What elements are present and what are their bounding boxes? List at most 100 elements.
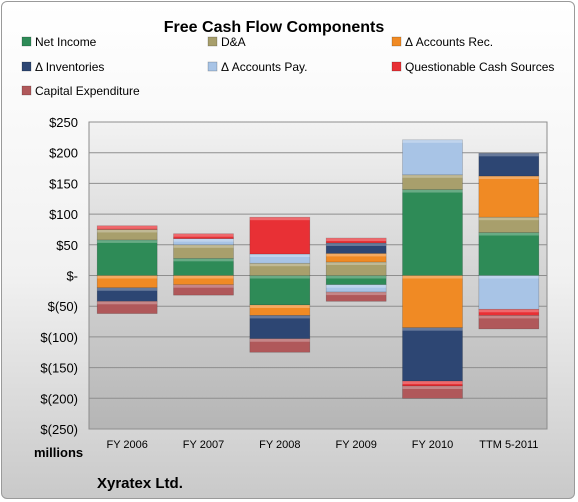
x-tick-label: FY 2006 — [106, 439, 147, 451]
bar-segment-highlight — [402, 275, 463, 279]
bar-segment-highlight — [249, 304, 310, 308]
bar-segment — [478, 232, 540, 276]
bar-segment-highlight — [478, 275, 539, 279]
legend-label: Net Income — [35, 35, 97, 49]
bar-segment — [173, 233, 234, 239]
bar-segment — [402, 327, 463, 382]
bar-segment — [249, 216, 311, 255]
legend-swatch — [21, 85, 32, 96]
unit-label: millions — [34, 445, 83, 460]
chart-title: Free Cash Flow Components — [164, 19, 385, 36]
bar-segment-highlight — [478, 309, 539, 313]
y-tick-label: $- — [66, 269, 78, 284]
bar-segment-highlight — [402, 327, 463, 331]
bar-segment-highlight — [173, 258, 234, 262]
y-tick-label: $(200) — [40, 391, 78, 406]
company-name: Xyratex Ltd. — [97, 475, 183, 492]
x-tick-label: FY 2008 — [259, 439, 300, 451]
bar-segment-highlight — [402, 381, 463, 385]
bar-segment-highlight — [173, 275, 234, 279]
bar-segment-highlight — [402, 174, 463, 178]
y-tick-label: $50 — [56, 238, 78, 253]
legend-swatch — [21, 61, 32, 72]
y-tick-label: $150 — [49, 176, 78, 191]
bar-segment-highlight — [97, 225, 158, 229]
bar-segment-highlight — [478, 315, 539, 319]
bar-segment-highlight — [402, 386, 463, 390]
bar-segment-highlight — [249, 275, 310, 279]
y-tick-label: $(250) — [40, 422, 78, 437]
bar-segment — [478, 275, 540, 310]
bar-segment — [173, 284, 234, 296]
legend-swatch — [21, 36, 32, 47]
bar-segment — [249, 338, 311, 353]
bars — [96, 139, 540, 399]
bar-segment-highlight — [402, 189, 463, 193]
y-tick-label: $250 — [49, 115, 78, 130]
y-tick-label: $200 — [49, 146, 78, 161]
bar-segment-highlight — [249, 338, 310, 342]
bar-segment-highlight — [326, 284, 387, 288]
y-axis: $250 $200 $150 $100 $50 $- $(50) $(100) $(150) $(… — [40, 115, 78, 437]
bar-segment-highlight — [97, 287, 158, 291]
legend: Net Income D&A Δ Accounts Rec. Δ Inventorie… — [21, 35, 554, 98]
bar-segment-highlight — [97, 301, 158, 305]
x-tick-label: FY 2007 — [183, 439, 224, 451]
bar-segment — [402, 189, 463, 276]
bar-segment-highlight — [249, 315, 310, 319]
bar-segment-highlight — [173, 284, 234, 288]
bar-segment — [96, 300, 158, 314]
y-tick-label: $(50) — [48, 299, 78, 314]
bar-segment-highlight — [478, 232, 539, 236]
y-tick-label: $(150) — [40, 361, 78, 376]
legend-label: Capital Expenditure — [35, 84, 140, 98]
bar-segment-highlight — [97, 229, 158, 233]
y-tick-label: $100 — [49, 207, 78, 222]
bar-segment — [402, 275, 463, 328]
gridlines — [89, 121, 547, 430]
bar-segment-highlight — [97, 239, 158, 243]
bar-segment — [249, 315, 311, 340]
bar-segment — [96, 225, 158, 230]
legend-label: Questionable Cash Sources — [405, 60, 554, 74]
legend-swatch — [207, 61, 218, 72]
bar-segment — [402, 385, 463, 399]
bar-segment — [478, 175, 540, 218]
bar-segment-highlight — [326, 292, 387, 296]
legend-label: Δ Accounts Rec. — [405, 35, 493, 49]
bar-segment — [402, 139, 463, 176]
legend-swatch — [391, 36, 402, 47]
legend-swatch — [391, 61, 402, 72]
bar-segment — [96, 239, 158, 276]
bar-segment-highlight — [249, 217, 310, 221]
bar-segment-highlight — [249, 254, 310, 258]
bar-segment-highlight — [173, 238, 234, 242]
bar-segment-highlight — [478, 153, 539, 157]
bar-segment-highlight — [97, 275, 158, 279]
bar-segment-highlight — [173, 244, 234, 248]
y-tick-label: $(100) — [40, 330, 78, 345]
legend-label: Δ Inventories — [35, 60, 104, 74]
x-tick-label: TTM 5-2011 — [479, 439, 538, 451]
bar-segment-highlight — [326, 261, 387, 265]
bar-segment-highlight — [326, 253, 387, 257]
bar-segment — [249, 275, 311, 306]
bar-segment-highlight — [478, 217, 539, 221]
bar-segment-highlight — [249, 263, 310, 267]
bar-segment — [325, 237, 387, 244]
legend-label: Δ Accounts Pay. — [221, 60, 308, 74]
bar-segment — [249, 304, 311, 316]
bar-segment — [478, 153, 540, 177]
bar-segment — [325, 291, 387, 302]
legend-label: D&A — [221, 35, 246, 49]
bar-segment-highlight — [402, 139, 463, 143]
bar-segment-highlight — [478, 176, 539, 180]
bar-segment-highlight — [326, 242, 387, 246]
bar-segment-highlight — [326, 238, 387, 242]
bar-segment-highlight — [326, 275, 387, 279]
bar-segment-highlight — [173, 233, 234, 237]
legend-swatch — [207, 36, 218, 47]
bar-segment — [478, 315, 540, 330]
